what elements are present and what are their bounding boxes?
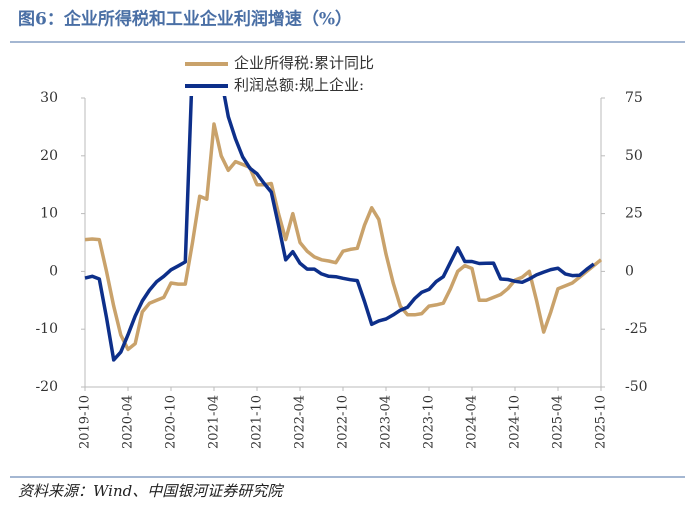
y-tick-label: 30 — [40, 90, 58, 106]
y-tick-label: 10 — [40, 206, 58, 222]
x-tick-label: 2019-10 — [78, 395, 93, 449]
y2-tick-label: 25 — [625, 206, 643, 222]
x-tick-label: 2025-04 — [551, 395, 566, 449]
x-tick-label: 2022-04 — [293, 395, 308, 449]
y-tick-label: -20 — [35, 379, 58, 395]
x-tick-label: 2024-10 — [508, 395, 523, 449]
source: 资料来源：Wind、中国银河证券研究院 — [18, 482, 284, 500]
x-tick-label: 2020-10 — [164, 395, 179, 449]
series-line — [84, 122, 603, 352]
legend-label: 利润总额:规上企业: — [234, 76, 364, 94]
chart-title: 图6：企业所得税和工业企业利润增速（%） — [18, 9, 352, 30]
x-tick-label: 2021-10 — [250, 395, 265, 449]
y2-tick-label: 0 — [625, 263, 634, 279]
x-tick-label: 2021-04 — [207, 395, 222, 449]
y2-tick-label: 50 — [625, 148, 643, 164]
x-tick-label: 2020-04 — [121, 395, 136, 449]
plot-area — [84, 96, 603, 362]
y-tick-label: 0 — [49, 263, 58, 279]
y-tick-label: 20 — [40, 148, 58, 164]
x-tick-label: 2025-10 — [594, 395, 609, 449]
x-tick-label: 2023-10 — [422, 395, 437, 449]
x-tick-label: 2024-04 — [465, 395, 480, 449]
x-tick-label: 2022-10 — [336, 395, 351, 449]
y-tick-label: -10 — [35, 321, 58, 337]
series-line — [84, 96, 595, 362]
y2-tick-label: -50 — [625, 379, 648, 395]
y2-tick-label: -25 — [625, 321, 648, 337]
legend-label: 企业所得税:累计同比 — [234, 54, 374, 72]
x-tick-label: 2023-04 — [379, 395, 394, 449]
y2-tick-label: 75 — [625, 90, 643, 106]
